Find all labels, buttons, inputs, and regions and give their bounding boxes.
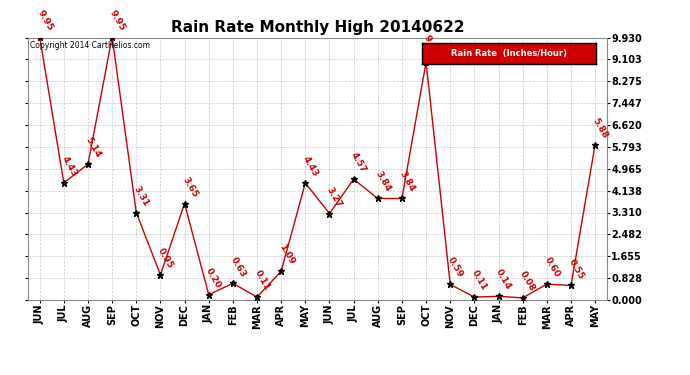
Text: 0.08: 0.08 [518, 270, 537, 293]
Text: 0.11: 0.11 [470, 269, 489, 292]
Text: 4.43: 4.43 [301, 154, 320, 178]
Text: 0.63: 0.63 [228, 255, 247, 279]
Text: 3.65: 3.65 [180, 175, 199, 199]
Text: 9.95: 9.95 [35, 8, 55, 32]
Text: 0.55: 0.55 [566, 257, 585, 281]
Text: 0.20: 0.20 [204, 267, 223, 290]
Text: 0.59: 0.59 [446, 256, 465, 280]
Text: 0.14: 0.14 [494, 268, 513, 291]
Text: 0.95: 0.95 [156, 246, 175, 270]
Text: 3.31: 3.31 [132, 184, 151, 208]
Text: 9.95: 9.95 [108, 8, 127, 32]
Text: 0.60: 0.60 [542, 256, 561, 279]
Title: Rain Rate Monthly High 20140622: Rain Rate Monthly High 20140622 [170, 20, 464, 35]
Text: Copyright 2014 CartHelios.com: Copyright 2014 CartHelios.com [30, 42, 150, 51]
Text: 5.14: 5.14 [83, 136, 103, 159]
Text: 4.43: 4.43 [59, 154, 79, 178]
Text: 4.57: 4.57 [349, 150, 368, 174]
Text: 0.11: 0.11 [253, 269, 271, 292]
Text: 5.88: 5.88 [591, 116, 610, 140]
Text: 3.27: 3.27 [325, 185, 344, 209]
Text: 3.84: 3.84 [397, 170, 417, 194]
Text: 3.84: 3.84 [373, 170, 393, 194]
Text: 9.00: 9.00 [422, 34, 440, 57]
Text: 1.09: 1.09 [277, 243, 296, 266]
